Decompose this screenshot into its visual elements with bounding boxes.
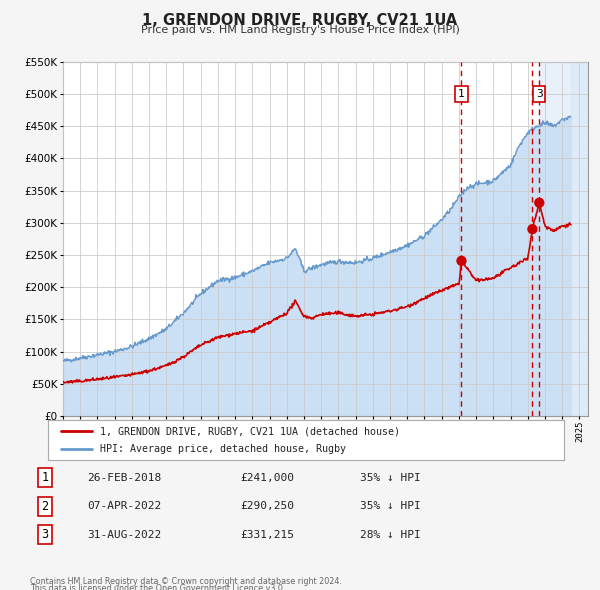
Text: HPI: Average price, detached house, Rugby: HPI: Average price, detached house, Rugb… [100,444,346,454]
Text: 1, GRENDON DRIVE, RUGBY, CV21 1UA (detached house): 1, GRENDON DRIVE, RUGBY, CV21 1UA (detac… [100,427,400,437]
Text: Contains HM Land Registry data © Crown copyright and database right 2024.: Contains HM Land Registry data © Crown c… [30,577,342,586]
Text: 1: 1 [41,471,49,484]
Bar [539,62,588,416]
Text: 35% ↓ HPI: 35% ↓ HPI [360,473,421,483]
Text: 1: 1 [458,89,465,99]
Text: Price paid vs. HM Land Registry's House Price Index (HPI): Price paid vs. HM Land Registry's House … [140,25,460,35]
Text: This data is licensed under the Open Government Licence v3.0.: This data is licensed under the Open Gov… [30,584,286,590]
Text: 07-APR-2022: 07-APR-2022 [87,502,161,511]
Text: 35% ↓ HPI: 35% ↓ HPI [360,502,421,511]
Text: £331,215: £331,215 [240,530,294,539]
Point [457,256,466,266]
Text: 28% ↓ HPI: 28% ↓ HPI [360,530,421,539]
Point [527,224,537,234]
Text: 1, GRENDON DRIVE, RUGBY, CV21 1UA: 1, GRENDON DRIVE, RUGBY, CV21 1UA [142,13,458,28]
Text: 3: 3 [41,528,49,541]
Text: 31-AUG-2022: 31-AUG-2022 [87,530,161,539]
Text: 26-FEB-2018: 26-FEB-2018 [87,473,161,483]
Bar [571,62,588,416]
Text: 3: 3 [536,89,542,99]
Text: 2: 2 [41,500,49,513]
Point [535,198,544,208]
Text: £290,250: £290,250 [240,502,294,511]
Text: £241,000: £241,000 [240,473,294,483]
